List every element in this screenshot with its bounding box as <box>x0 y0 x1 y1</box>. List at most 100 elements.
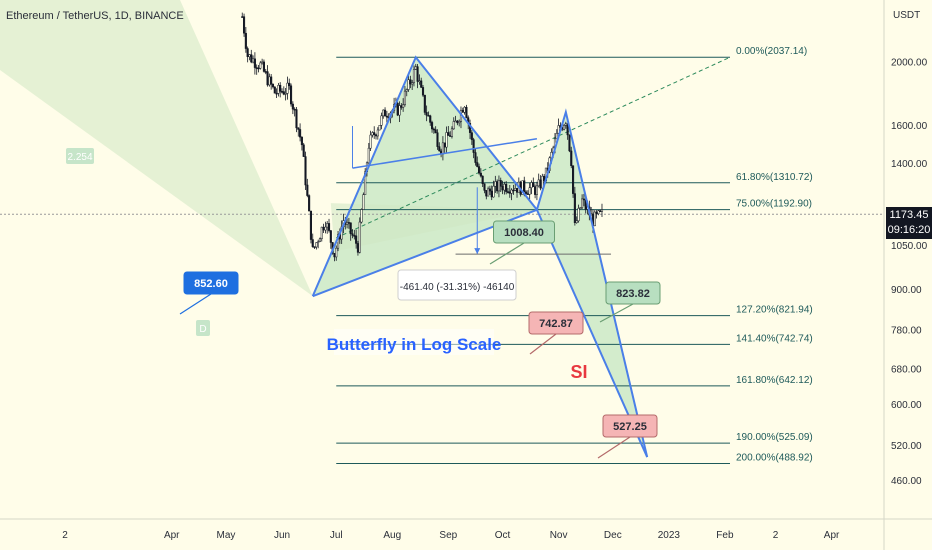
candle-body <box>373 132 376 136</box>
x-tick-label: Apr <box>164 530 180 541</box>
candle-body <box>376 129 379 137</box>
x-tick-label: Aug <box>383 530 401 541</box>
y-tick-label: 680.00 <box>891 365 922 376</box>
candle-body <box>324 226 327 231</box>
candle-body <box>299 129 302 138</box>
candle-body <box>421 87 425 96</box>
candle-body <box>431 122 434 130</box>
y-tick-label: 520.00 <box>891 441 922 452</box>
candle-body <box>262 61 265 72</box>
candle-body <box>306 184 309 196</box>
candle-body <box>318 238 322 243</box>
y-tick-label: 1600.00 <box>891 121 928 132</box>
candle-body <box>385 115 388 118</box>
y-tick-label: 460.00 <box>891 476 922 487</box>
candle-body <box>268 76 271 86</box>
candle-body <box>400 105 403 108</box>
xabcd-leg-fill <box>0 0 313 297</box>
candle-body <box>564 123 567 126</box>
x-tick-label: May <box>217 530 236 541</box>
candle-body <box>582 198 585 201</box>
candle-body <box>600 209 604 212</box>
trendline-ac <box>352 137 538 169</box>
callout-823-box <box>605 281 661 305</box>
candle-body <box>304 156 307 186</box>
candle-body <box>423 94 426 113</box>
candle-body <box>382 109 385 117</box>
candle-body <box>447 132 450 136</box>
candle-body <box>242 16 246 34</box>
callout-1008-text: 1008.40 <box>504 227 544 239</box>
candle-body <box>277 85 280 94</box>
x-tick-label: Apr <box>824 530 840 541</box>
point-d-box <box>196 320 210 336</box>
callout-742-text: 742.87 <box>539 318 573 330</box>
candle-body <box>362 194 365 210</box>
candle-body <box>530 182 533 188</box>
candle-body <box>347 222 350 224</box>
candle-body <box>496 181 499 192</box>
candle-body <box>510 189 513 194</box>
x-tick-label: Dec <box>604 530 622 541</box>
x-tick-label: Nov <box>550 530 568 541</box>
candle-body <box>461 109 464 113</box>
chart-title: Ethereum / TetherUS, 1D, BINANCE <box>6 10 184 22</box>
callout-527-text: 527.25 <box>613 421 647 433</box>
candle-body <box>333 253 336 258</box>
candle-body <box>593 211 596 227</box>
candle-body <box>434 129 437 133</box>
x-tick-label: Feb <box>716 530 734 541</box>
fib-label: 0.00%(2037.14) <box>736 46 807 57</box>
candle-body <box>374 134 378 137</box>
candle-body <box>494 181 497 187</box>
x-tick-label: 2023 <box>658 530 681 541</box>
y-tick-label: 900.00 <box>891 285 922 296</box>
fib-label: 141.40%(742.74) <box>736 333 813 344</box>
currency-label: USDT <box>893 10 920 21</box>
candle-body <box>501 186 504 191</box>
candle-body <box>378 125 381 131</box>
x-tick-label: 2 <box>62 530 68 541</box>
candle-body <box>472 139 475 153</box>
candle-body <box>479 172 482 177</box>
butterfly-caption: Butterfly in Log Scale <box>327 335 502 354</box>
fib-label: 200.00%(488.92) <box>736 452 813 463</box>
y-tick-label: 1050.00 <box>891 241 928 252</box>
fib-label: 190.00%(525.09) <box>736 432 813 443</box>
candle-body <box>279 85 282 92</box>
candle-body <box>532 182 535 187</box>
candle-body <box>403 90 406 105</box>
candle-body <box>290 85 293 105</box>
candle-body <box>537 179 540 187</box>
candle-body <box>313 246 316 248</box>
candle-body <box>599 210 602 212</box>
candle-body <box>257 67 260 70</box>
ratio-text: 2.254 <box>67 152 92 163</box>
candle-body <box>456 120 459 124</box>
candle-body <box>577 208 580 222</box>
x-tick-label: Oct <box>495 530 511 541</box>
candle-body <box>525 191 528 194</box>
candle-body <box>320 226 323 239</box>
candle-body <box>535 185 538 195</box>
fib-label: 127.20%(821.94) <box>736 305 813 316</box>
callout-852-pointer <box>179 293 212 315</box>
y-tick-label: 1400.00 <box>891 159 928 170</box>
si-label: SI <box>570 362 587 382</box>
callout-852-box <box>183 271 239 295</box>
candle-body <box>465 106 468 118</box>
candle-body <box>492 185 495 198</box>
x-tick-label: Jul <box>330 530 343 541</box>
measure-text: -461.40 (-31.31%) -46140 <box>400 282 515 293</box>
candle-body <box>282 91 285 95</box>
candle-body <box>253 58 256 68</box>
candle-body <box>326 223 329 228</box>
candle-body <box>581 198 584 209</box>
measure-box <box>397 269 517 301</box>
x-tick-label: Sep <box>439 530 457 541</box>
candle-body <box>476 162 479 167</box>
candle-body <box>248 54 251 57</box>
candle-body <box>503 183 506 191</box>
candle-body <box>409 79 412 85</box>
